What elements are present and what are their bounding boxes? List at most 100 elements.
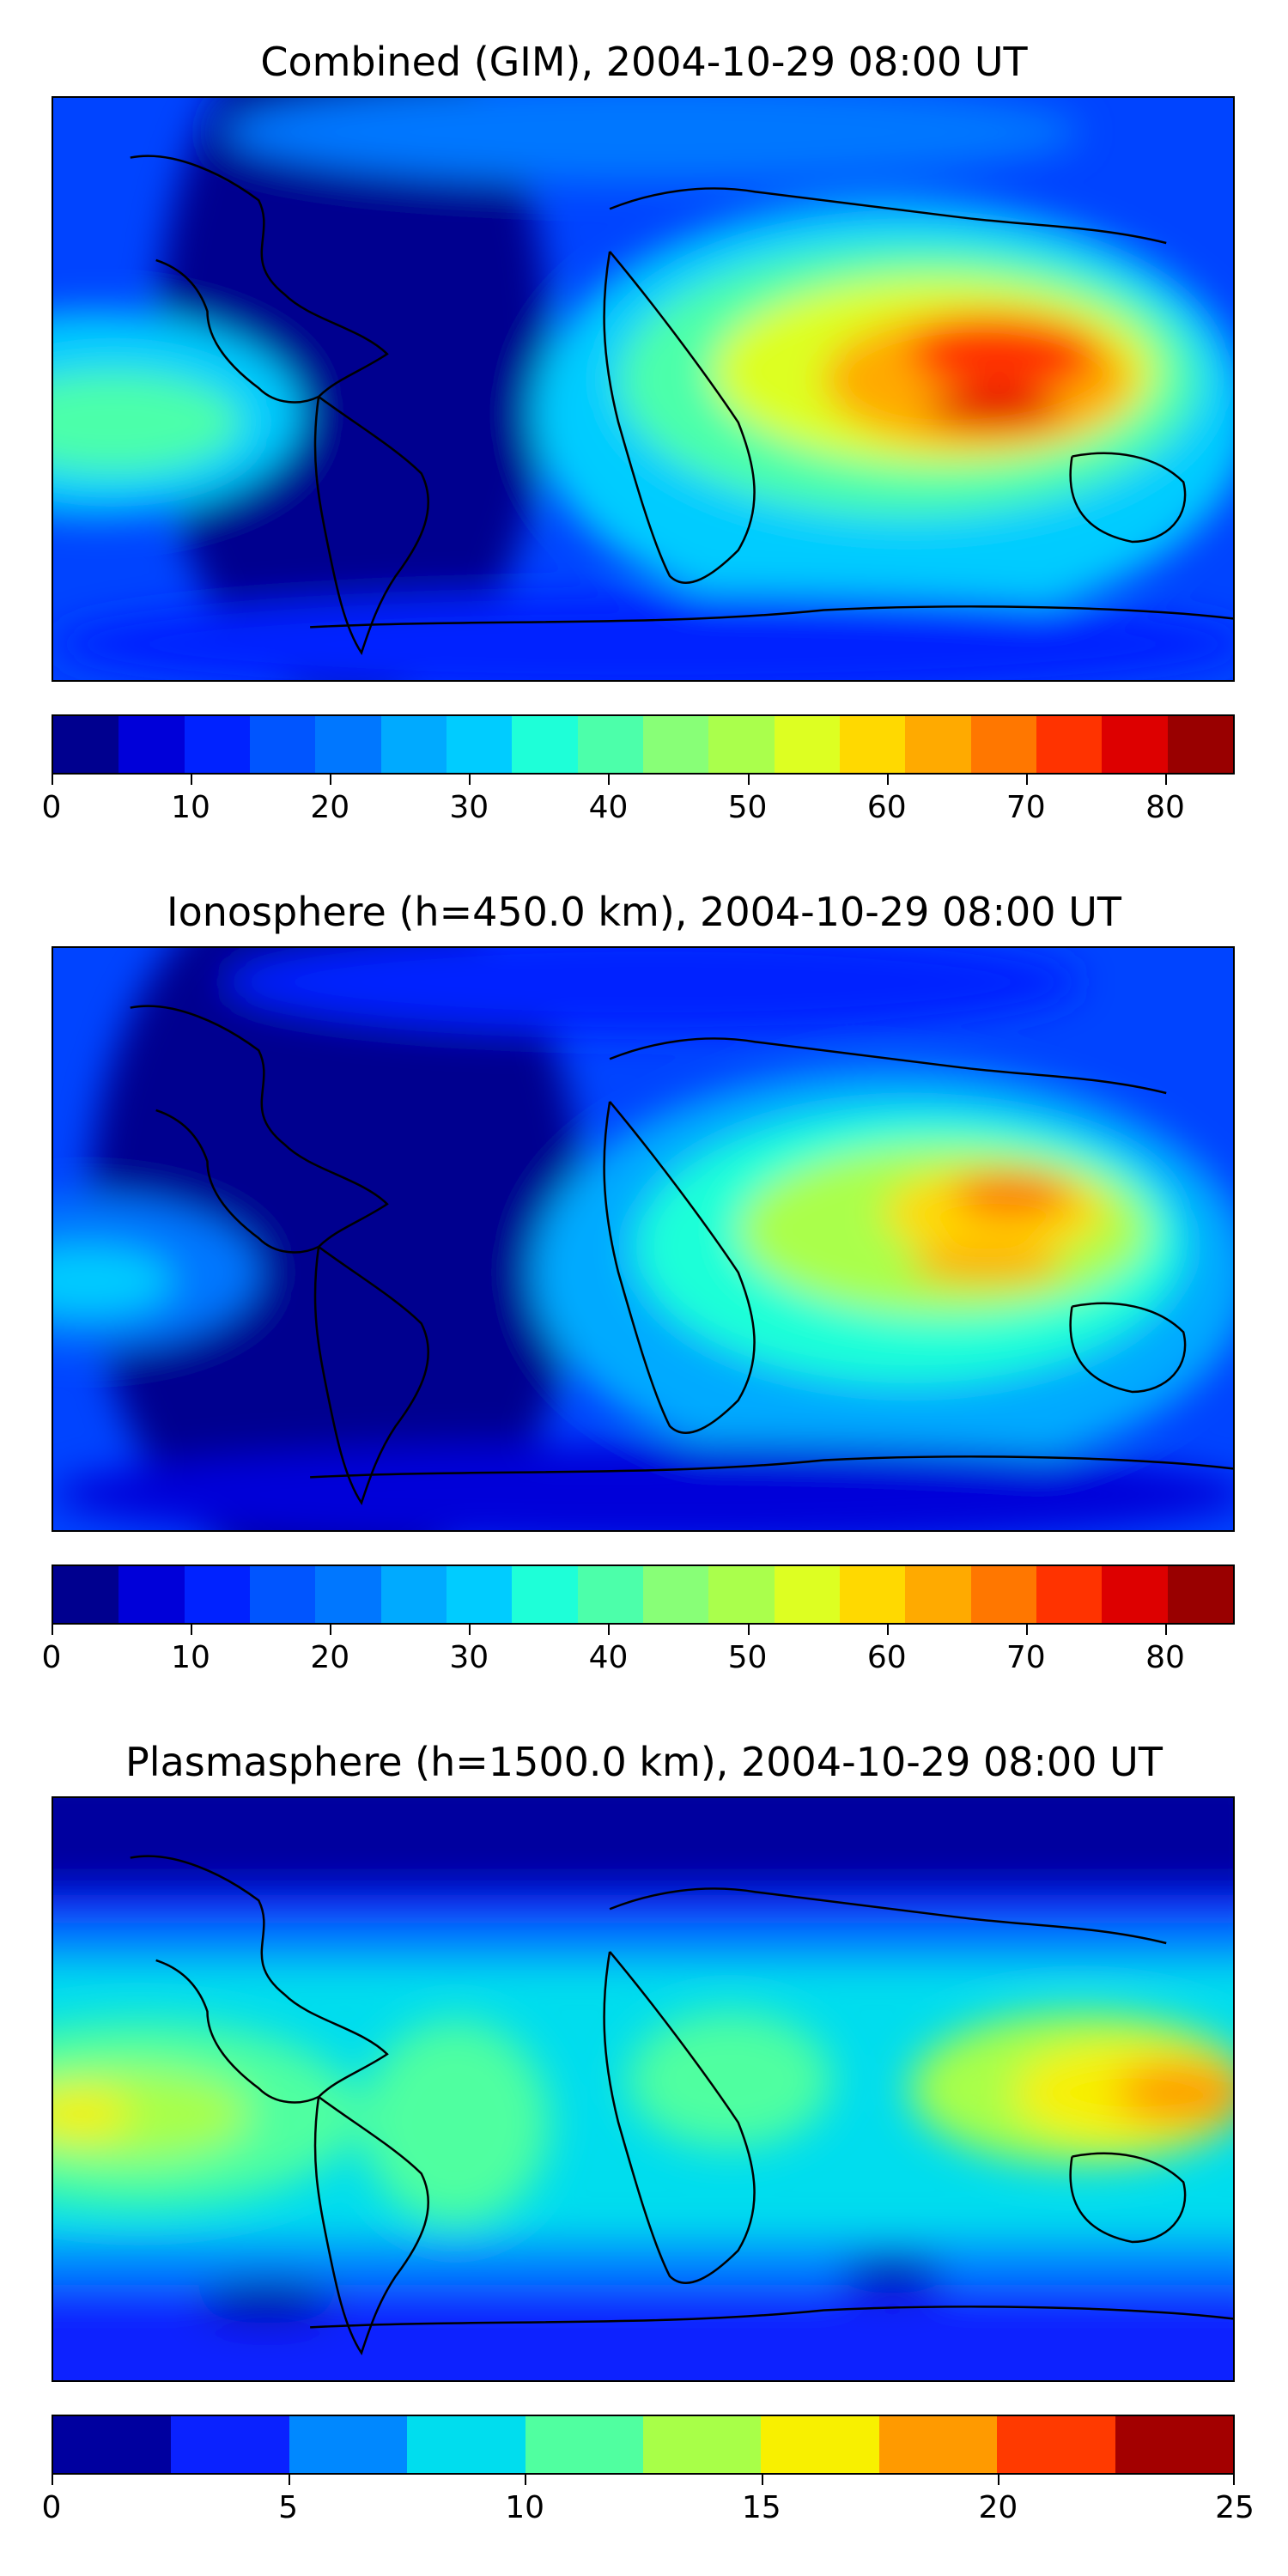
tick-mark <box>886 775 889 785</box>
tick-mark <box>469 1625 471 1635</box>
tick-mark <box>52 2475 53 2485</box>
colorbar-combined <box>52 714 1235 775</box>
colorbar-ionosphere <box>52 1564 1235 1625</box>
colorbar-segment <box>1167 716 1233 773</box>
tec-map-plasmasphere <box>52 1796 1235 2382</box>
coastlines <box>130 155 1233 655</box>
tick-mark <box>525 2475 527 2485</box>
colorbar-segment <box>839 1566 906 1623</box>
colorbar-segment <box>774 716 840 773</box>
colorbar-segment <box>249 716 316 773</box>
tick-mark <box>52 775 53 785</box>
colorbar-segment <box>184 1566 250 1623</box>
colorbar-segment <box>289 2416 408 2473</box>
colorbar-ticks: 0 10 20 30 40 50 60 70 80 <box>42 1625 1235 1676</box>
tick-mark <box>761 2475 763 2485</box>
tick-label: 0 <box>41 790 62 825</box>
colorbar-segment <box>380 1566 447 1623</box>
colorbar-segment <box>708 1566 775 1623</box>
tick-mark <box>469 775 471 785</box>
colorbar-segment <box>997 2416 1115 2473</box>
colorbar-segment <box>249 1566 316 1623</box>
map-svg <box>53 1798 1233 2380</box>
tick-mark <box>52 1625 53 1635</box>
tick-label: 60 <box>866 790 907 825</box>
tick-label: 70 <box>1005 790 1046 825</box>
tick-mark <box>608 775 611 785</box>
panel-title: Combined (GIM), 2004-10-29 08:00 UT <box>260 39 1028 85</box>
tick-mark <box>1025 1625 1028 1635</box>
tick-label: 0 <box>41 1640 62 1675</box>
tec-map-combined <box>52 96 1235 682</box>
colorbar-segment <box>642 1566 709 1623</box>
tick-mark <box>1164 1625 1167 1635</box>
panel-title: Plasmasphere (h=1500.0 km), 2004-10-29 0… <box>125 1739 1163 1785</box>
colorbar-segment <box>118 716 185 773</box>
colorbar-segment <box>905 716 971 773</box>
tick-label: 20 <box>310 790 350 825</box>
tick-label: 50 <box>727 1640 768 1675</box>
colorbar-segment <box>1102 716 1168 773</box>
coastlines <box>130 1855 1233 2355</box>
colorbar-segment <box>446 1566 513 1623</box>
tick-mark <box>747 1625 750 1635</box>
colorbar-segment <box>643 2416 762 2473</box>
colorbar-segment <box>118 1566 185 1623</box>
colorbar-segment <box>1115 2416 1234 2473</box>
tick-mark <box>330 1625 332 1635</box>
map-svg <box>53 98 1233 680</box>
tick-label: 10 <box>171 790 210 825</box>
colorbar-segment <box>446 716 513 773</box>
tick-label: 30 <box>449 1640 489 1675</box>
colorbar-segment <box>512 716 578 773</box>
colorbar-segment <box>642 716 709 773</box>
tick-mark <box>608 1625 611 1635</box>
tick-label: 20 <box>310 1640 350 1675</box>
colorbar-segment <box>1036 716 1103 773</box>
colorbar-segment <box>905 1566 971 1623</box>
colorbar-segment <box>1102 1566 1168 1623</box>
colorbar-segment <box>1036 1566 1103 1623</box>
tick-label: 20 <box>978 2490 1018 2525</box>
colorbar-ticks: 0 10 20 30 40 50 60 70 80 <box>42 775 1235 826</box>
tick-label: 50 <box>727 790 768 825</box>
colorbar-ticks: 0 5 10 15 20 25 <box>42 2475 1255 2526</box>
tick-mark <box>288 2475 290 2485</box>
tick-label: 80 <box>1145 790 1185 825</box>
tick-mark <box>330 775 332 785</box>
colorbar-segment <box>577 716 643 773</box>
colorbar-segment <box>171 2416 289 2473</box>
colorbar-segment <box>970 716 1036 773</box>
tick-label: 15 <box>741 2490 781 2525</box>
colorbar-segment <box>380 716 447 773</box>
colorbar-segment <box>315 1566 381 1623</box>
colorbar-segment <box>184 716 250 773</box>
map-svg <box>53 948 1233 1530</box>
tick-label: 80 <box>1145 1640 1185 1675</box>
tick-label: 0 <box>41 2490 62 2525</box>
colorbar-segment <box>839 716 906 773</box>
colorbar-segment <box>525 2416 644 2473</box>
colorbar-segment <box>761 2416 879 2473</box>
tec-map-ionosphere <box>52 946 1235 1532</box>
colorbar-segment <box>577 1566 643 1623</box>
tick-mark <box>886 1625 889 1635</box>
colorbar-segment <box>1167 1566 1233 1623</box>
tick-mark <box>747 775 750 785</box>
tick-label: 40 <box>588 790 629 825</box>
colorbar-segment <box>53 2416 172 2473</box>
tick-mark <box>191 775 193 785</box>
tick-label: 70 <box>1005 1640 1046 1675</box>
tick-mark <box>1164 775 1167 785</box>
tick-label: 30 <box>449 790 489 825</box>
colorbar-plasmasphere <box>52 2415 1235 2475</box>
tick-label: 25 <box>1215 2490 1255 2525</box>
tick-mark <box>191 1625 193 1635</box>
tick-label: 10 <box>505 2490 545 2525</box>
colorbar-segment <box>512 1566 578 1623</box>
colorbar-segment <box>315 716 381 773</box>
colorbar-segment <box>53 1566 119 1623</box>
tick-mark <box>1025 775 1028 785</box>
tick-label: 5 <box>278 2490 299 2525</box>
tick-label: 40 <box>588 1640 629 1675</box>
